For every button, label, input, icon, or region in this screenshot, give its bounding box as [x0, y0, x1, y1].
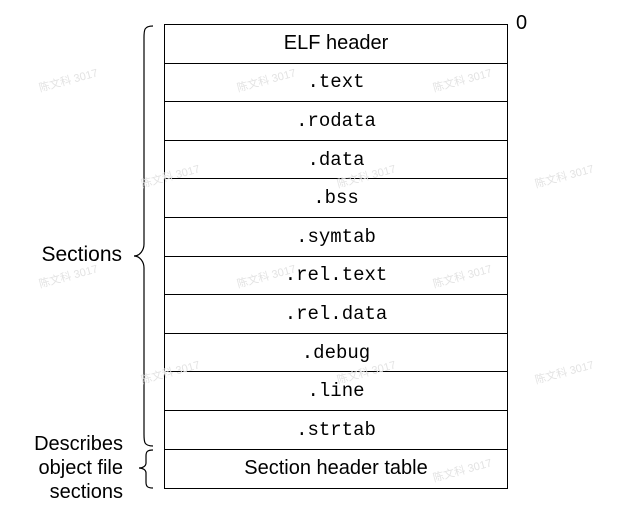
- section-row: .symtab: [165, 218, 507, 257]
- sections-brace: [133, 25, 154, 447]
- section-row: .debug: [165, 334, 507, 373]
- describes-brace: [138, 449, 154, 489]
- describes-label: Describes object file sections: [34, 432, 123, 504]
- elf-format-table: ELF header .text .rodata .data .bss .symtab .r…: [164, 24, 508, 490]
- section-row: .line: [165, 372, 507, 411]
- section-row: .rel.text: [165, 257, 507, 296]
- section-row: .strtab: [165, 411, 507, 450]
- sections-label: Sections: [41, 243, 122, 266]
- section-row: .data: [165, 141, 507, 180]
- describes-line-1: Describes: [34, 433, 123, 455]
- describes-line-3: sections: [49, 481, 123, 503]
- section-row: .bss: [165, 179, 507, 218]
- section-row: .text: [165, 64, 507, 103]
- section-row: .rodata: [165, 102, 507, 141]
- offset-zero-label: 0: [516, 12, 528, 34]
- section-row: Section header table: [244, 457, 428, 480]
- section-row: ELF header: [165, 25, 507, 64]
- section-row: .rel.data: [165, 295, 507, 334]
- describes-line-2: object file: [38, 457, 124, 479]
